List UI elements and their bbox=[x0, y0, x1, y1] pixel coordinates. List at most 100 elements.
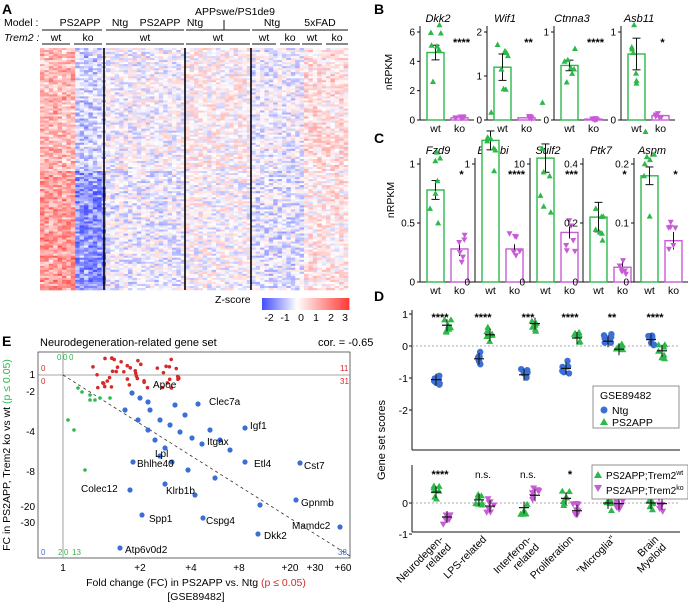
heatmap-cell bbox=[268, 106, 274, 109]
heatmap-cell bbox=[180, 164, 186, 168]
heatmap-cell bbox=[141, 88, 146, 91]
heatmap-cell bbox=[114, 142, 120, 146]
heatmap-cell bbox=[110, 98, 116, 101]
heatmap-cell bbox=[339, 120, 344, 123]
heatmap-cell bbox=[268, 136, 274, 140]
heatmap-cell bbox=[273, 183, 278, 186]
heatmap-cell bbox=[62, 110, 67, 113]
heatmap-cell bbox=[211, 177, 217, 180]
heatmap-cell bbox=[242, 78, 248, 81]
heatmap-cell bbox=[246, 144, 252, 148]
heatmap-cell bbox=[233, 124, 239, 127]
heatmap-cell bbox=[282, 52, 287, 55]
heatmap-cell bbox=[216, 110, 221, 113]
heatmap-cell bbox=[194, 124, 199, 127]
heatmap-cell bbox=[207, 86, 212, 89]
heatmap-cell bbox=[334, 187, 340, 190]
heatmap-cell bbox=[229, 74, 234, 77]
heatmap-cell bbox=[141, 166, 146, 170]
heatmap-cell bbox=[92, 110, 98, 113]
heatmap-cell bbox=[145, 179, 151, 182]
heatmap-cell bbox=[66, 110, 72, 113]
heatmap-cell bbox=[290, 164, 296, 168]
heatmap-cell bbox=[339, 154, 344, 158]
heatmap-cell bbox=[330, 175, 336, 178]
heatmap-cell bbox=[70, 114, 76, 117]
heatmap-cell bbox=[299, 82, 305, 85]
heatmap-cell bbox=[334, 164, 340, 168]
heatmap-cell bbox=[70, 62, 76, 65]
heatmap-cell bbox=[57, 84, 63, 87]
heatmap-cell bbox=[251, 76, 256, 79]
heatmap-cell bbox=[326, 126, 331, 129]
heatmap-cell bbox=[286, 54, 292, 57]
heatmap-cell bbox=[202, 144, 208, 148]
heatmap-cell bbox=[242, 124, 248, 127]
heatmap-cell bbox=[304, 142, 309, 146]
heatmap-cell bbox=[246, 64, 252, 67]
heatmap-cell bbox=[277, 78, 283, 81]
heatmap-cell bbox=[172, 124, 177, 127]
heatmap-cell bbox=[132, 62, 138, 65]
heatmap-cell bbox=[132, 138, 138, 142]
heatmap-cell bbox=[202, 68, 208, 71]
heatmap-cell bbox=[128, 158, 133, 162]
heatmap-cell bbox=[216, 64, 221, 67]
heatmap-cell bbox=[268, 181, 274, 184]
heatmap-cell bbox=[57, 148, 63, 152]
heatmap-cell bbox=[224, 124, 230, 127]
heatmap-cell bbox=[330, 124, 336, 127]
heatmap-cell bbox=[172, 177, 177, 180]
heatmap-cell bbox=[242, 86, 248, 89]
heatmap-cell bbox=[136, 120, 142, 123]
heatmap-cell bbox=[40, 158, 45, 162]
heatmap-cell bbox=[251, 134, 256, 138]
heatmap-cell bbox=[277, 138, 283, 142]
heatmap-cell bbox=[242, 80, 248, 83]
heatmap-cell bbox=[163, 60, 168, 63]
heatmap-cell bbox=[229, 185, 234, 188]
heatmap-cell bbox=[110, 90, 116, 93]
heatmap-cell bbox=[66, 76, 72, 79]
heatmap-cell bbox=[260, 138, 265, 142]
heatmap-cell bbox=[97, 48, 102, 51]
heatmap-cell bbox=[57, 140, 63, 144]
heatmap-cell bbox=[308, 173, 314, 176]
heatmap-cell bbox=[132, 68, 138, 71]
heatmap-cell bbox=[207, 76, 212, 79]
heatmap-cell bbox=[180, 146, 186, 150]
heatmap-cell bbox=[185, 179, 190, 182]
heatmap-cell bbox=[246, 52, 252, 55]
heatmap-cell bbox=[44, 116, 50, 119]
heatmap-cell bbox=[167, 60, 173, 63]
heatmap-cell bbox=[220, 162, 226, 166]
heatmap-cell bbox=[229, 52, 234, 55]
heatmap-cell bbox=[229, 78, 234, 81]
heatmap-cell bbox=[92, 78, 98, 81]
heatmap-cell bbox=[207, 68, 212, 71]
heatmap-cell bbox=[145, 124, 151, 127]
heatmap-cell bbox=[246, 114, 252, 117]
heatmap-cell bbox=[321, 112, 327, 115]
heatmap-cell bbox=[326, 104, 331, 107]
heatmap-cell bbox=[317, 58, 322, 61]
heatmap-cell bbox=[97, 148, 102, 152]
heatmap-cell bbox=[57, 50, 63, 53]
panel-a-label: A bbox=[2, 1, 12, 17]
heatmap-cell bbox=[343, 126, 349, 129]
heatmap-cell bbox=[268, 112, 274, 115]
heatmap-cell bbox=[158, 74, 164, 77]
heatmap-cell bbox=[132, 171, 138, 174]
heatmap-cell bbox=[242, 183, 248, 186]
heatmap-cell bbox=[251, 108, 256, 111]
heatmap-cell bbox=[194, 134, 199, 138]
heatmap-cell bbox=[304, 112, 309, 115]
heatmap-cell bbox=[119, 171, 124, 174]
heatmap-cell bbox=[176, 50, 182, 53]
heatmap-cell bbox=[251, 177, 256, 180]
heatmap-cell bbox=[70, 162, 76, 166]
heatmap-cell bbox=[304, 70, 309, 73]
heatmap-cell bbox=[62, 84, 67, 87]
heatmap-cell bbox=[246, 84, 252, 87]
heatmap-cell bbox=[141, 60, 146, 63]
